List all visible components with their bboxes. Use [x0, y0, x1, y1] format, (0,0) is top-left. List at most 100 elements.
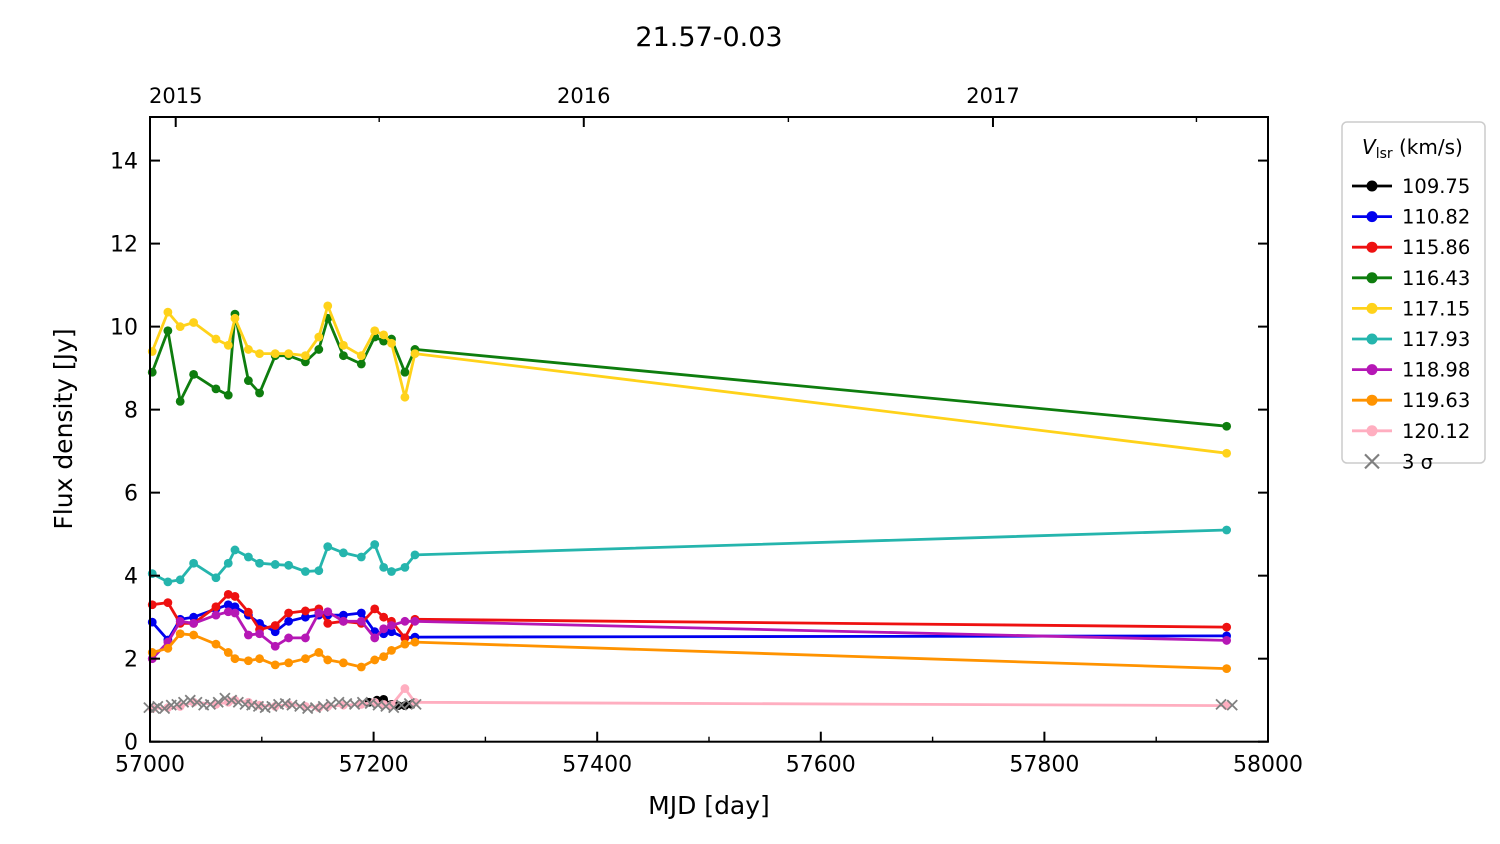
x-marker	[158, 702, 171, 715]
legend-entry-109.75: 109.75	[1352, 175, 1470, 198]
data-point	[175, 396, 185, 406]
data-point	[243, 607, 253, 617]
x-tick-label: 57400	[562, 753, 632, 778]
data-point	[163, 577, 173, 587]
data-point	[243, 630, 253, 640]
data-point	[270, 560, 280, 569]
legend-entry-117.93: 117.93	[1352, 328, 1470, 351]
y-tick-label: 12	[110, 233, 138, 258]
data-point	[400, 633, 410, 643]
data-point	[379, 652, 389, 662]
legend-marker	[1366, 394, 1378, 406]
data-point	[163, 326, 173, 336]
data-point	[175, 322, 185, 332]
year-tick-label: 2017	[966, 84, 1019, 108]
data-point	[163, 643, 173, 653]
data-point	[410, 616, 420, 626]
x-marker	[171, 698, 183, 710]
data-point	[243, 552, 253, 562]
data-point	[211, 610, 221, 620]
data-point	[356, 359, 366, 369]
data-point	[284, 658, 294, 668]
data-point	[243, 376, 253, 385]
data-point	[301, 633, 310, 643]
data-point	[400, 684, 410, 693]
data-point	[314, 648, 324, 657]
series-line	[150, 632, 1228, 670]
data-point	[189, 558, 199, 568]
legend-entry-116.43: 116.43	[1352, 267, 1470, 290]
data-point	[301, 606, 310, 616]
data-point	[323, 619, 333, 628]
legend-marker	[1366, 333, 1378, 345]
x-marker	[410, 698, 422, 710]
data-point	[356, 351, 366, 361]
data-point	[175, 616, 185, 626]
data-point	[387, 567, 396, 576]
legend-title: Vlsr (km/s)	[1362, 135, 1463, 162]
ticks	[149, 117, 1269, 743]
data-point	[230, 545, 240, 555]
series-line	[150, 528, 1228, 584]
data-point	[370, 655, 380, 665]
y-tick-label: 14	[110, 150, 138, 175]
legend: Vlsr (km/s) 109.75 110.82 115.86 116.43 117.1…	[1341, 121, 1486, 473]
data-point	[370, 633, 380, 643]
data-point	[339, 610, 348, 620]
data-point	[387, 645, 396, 655]
data-point	[339, 548, 348, 558]
data-point	[223, 589, 233, 599]
data-point	[301, 612, 310, 622]
data-point	[223, 607, 233, 617]
data-point	[379, 612, 389, 622]
data-point	[223, 390, 233, 400]
data-point	[175, 575, 185, 585]
data-point	[400, 616, 410, 626]
data-point	[379, 562, 389, 572]
data-point	[243, 656, 253, 666]
data-point	[189, 318, 199, 327]
series-line	[150, 312, 1228, 428]
data-point	[223, 558, 233, 568]
data-point	[211, 334, 221, 344]
data-point	[270, 627, 280, 637]
y-tick-label: 4	[124, 565, 138, 590]
data-point	[314, 332, 324, 342]
plot-border	[149, 116, 1269, 743]
data-point	[211, 639, 221, 649]
data-point	[255, 388, 264, 398]
legend-entry-115.86: 115.86	[1352, 236, 1470, 259]
legend-label: 116.43	[1402, 267, 1470, 290]
y-tick-label: 10	[110, 316, 138, 341]
data-point	[284, 633, 294, 643]
legend-marker	[1366, 425, 1378, 437]
series-3 σ	[143, 692, 1238, 715]
data-point	[356, 662, 366, 672]
data-point	[1222, 421, 1232, 431]
x-marker	[388, 702, 400, 714]
data-point	[379, 330, 389, 340]
data-point	[270, 349, 280, 358]
data-point	[339, 340, 348, 350]
legend-marker	[1366, 241, 1378, 253]
legend-marker	[1366, 180, 1378, 192]
legend-entry-110.82: 110.82	[1352, 206, 1470, 229]
data-point	[211, 573, 221, 583]
legend-label: 120.12	[1402, 420, 1470, 443]
data-point	[370, 604, 380, 614]
series-120.12	[147, 684, 1232, 713]
data-point	[284, 349, 294, 358]
data-point	[189, 630, 199, 640]
data-point	[255, 349, 264, 358]
data-point	[223, 648, 233, 657]
legend-marker	[1366, 272, 1378, 284]
data-point	[400, 639, 410, 649]
data-point	[410, 349, 420, 358]
x-tick-label: 57000	[115, 753, 185, 778]
data-point	[284, 616, 294, 626]
data-point	[356, 552, 366, 562]
series-layer	[143, 301, 1238, 715]
x-marker	[191, 696, 203, 708]
